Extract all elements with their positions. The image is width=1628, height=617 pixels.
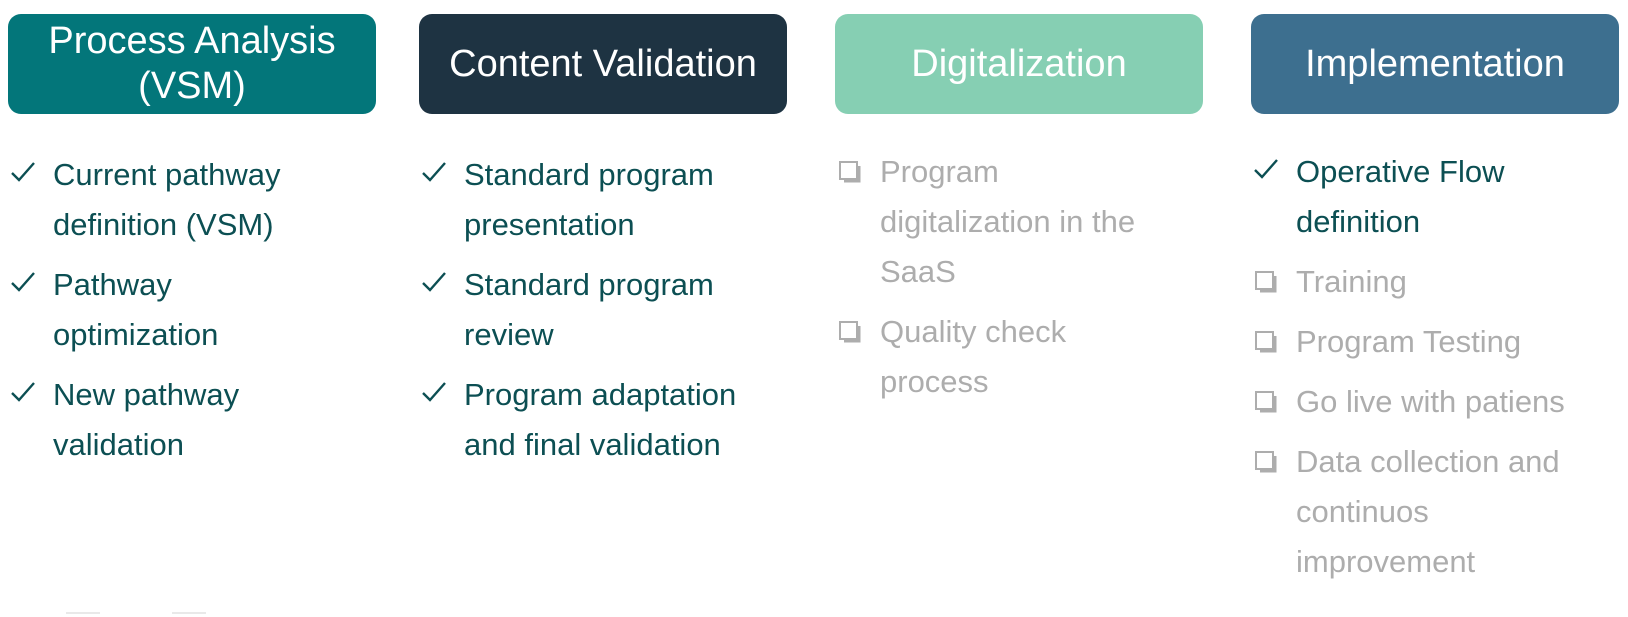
checkbox-icon <box>1251 257 1281 307</box>
task-label: Standard program review <box>464 267 714 352</box>
phase-title: Implementation <box>1305 42 1565 85</box>
phase-header: Digitalization <box>835 14 1203 114</box>
task-label: Operative Flow definition <box>1296 154 1505 239</box>
phase-title: Content Validation <box>449 42 757 85</box>
task-label: Current pathway definition (VSM) <box>53 157 281 242</box>
phase-header: Implementation <box>1251 14 1619 114</box>
task-item: Standard program review <box>419 260 787 360</box>
task-list: Program digitalization in the SaaS Quali… <box>835 147 1203 407</box>
task-label: New pathway validation <box>53 377 240 462</box>
task-label: Go live with patiens <box>1296 384 1565 419</box>
phase-content-validation: Content Validation Standard program pres… <box>419 14 787 480</box>
phase-header: Process Analysis (VSM) <box>8 14 376 114</box>
phase-title: Process Analysis (VSM) <box>48 20 336 107</box>
task-label: Program digitalization in the SaaS <box>880 154 1136 289</box>
task-item: Program adaptation and final validation <box>419 370 787 470</box>
check-icon <box>8 260 38 310</box>
task-item: Program digitalization in the SaaS <box>835 147 1203 297</box>
task-item: New pathway validation <box>8 370 376 470</box>
task-label: Program Testing <box>1296 324 1522 359</box>
task-label: Pathway optimization <box>53 267 219 352</box>
task-item: Standard program presentation <box>419 150 787 250</box>
task-item: Current pathway definition (VSM) <box>8 150 376 250</box>
task-label: Standard program presentation <box>464 157 714 242</box>
task-item: Operative Flow definition <box>1251 147 1619 247</box>
task-list: Current pathway definition (VSM) Pathway… <box>8 150 376 470</box>
checkbox-icon <box>835 147 865 197</box>
footer-line <box>66 612 100 614</box>
check-icon <box>419 260 449 310</box>
checkbox-icon <box>835 307 865 357</box>
phase-digitalization: Digitalization Program digitalization in… <box>835 14 1203 417</box>
check-icon <box>8 150 38 200</box>
phase-process-analysis: Process Analysis (VSM) Current pathway d… <box>8 14 376 480</box>
footer-line <box>172 612 206 614</box>
task-label: Data collection and continuos improvemen… <box>1296 444 1560 579</box>
task-list: Operative Flow definition Training Progr… <box>1251 147 1619 587</box>
check-icon <box>8 370 38 420</box>
task-list: Standard program presentation Standard p… <box>419 150 787 470</box>
task-item: Pathway optimization <box>8 260 376 360</box>
checkbox-icon <box>1251 377 1281 427</box>
phase-title: Digitalization <box>911 42 1127 85</box>
task-item: Training <box>1251 257 1619 307</box>
task-item: Quality check process <box>835 307 1203 407</box>
task-item: Program Testing <box>1251 317 1619 367</box>
task-label: Quality check process <box>880 314 1067 399</box>
footer-decoration <box>60 612 220 617</box>
task-label: Training <box>1296 264 1407 299</box>
check-icon <box>1251 147 1281 197</box>
phase-header: Content Validation <box>419 14 787 114</box>
checkbox-icon <box>1251 317 1281 367</box>
task-item: Go live with patiens <box>1251 377 1619 427</box>
check-icon <box>419 370 449 420</box>
checkbox-icon <box>1251 437 1281 487</box>
task-label: Program adaptation and final validation <box>464 377 737 462</box>
check-icon <box>419 150 449 200</box>
task-item: Data collection and continuos improvemen… <box>1251 437 1619 587</box>
phase-implementation: Implementation Operative Flow definition… <box>1251 14 1619 597</box>
